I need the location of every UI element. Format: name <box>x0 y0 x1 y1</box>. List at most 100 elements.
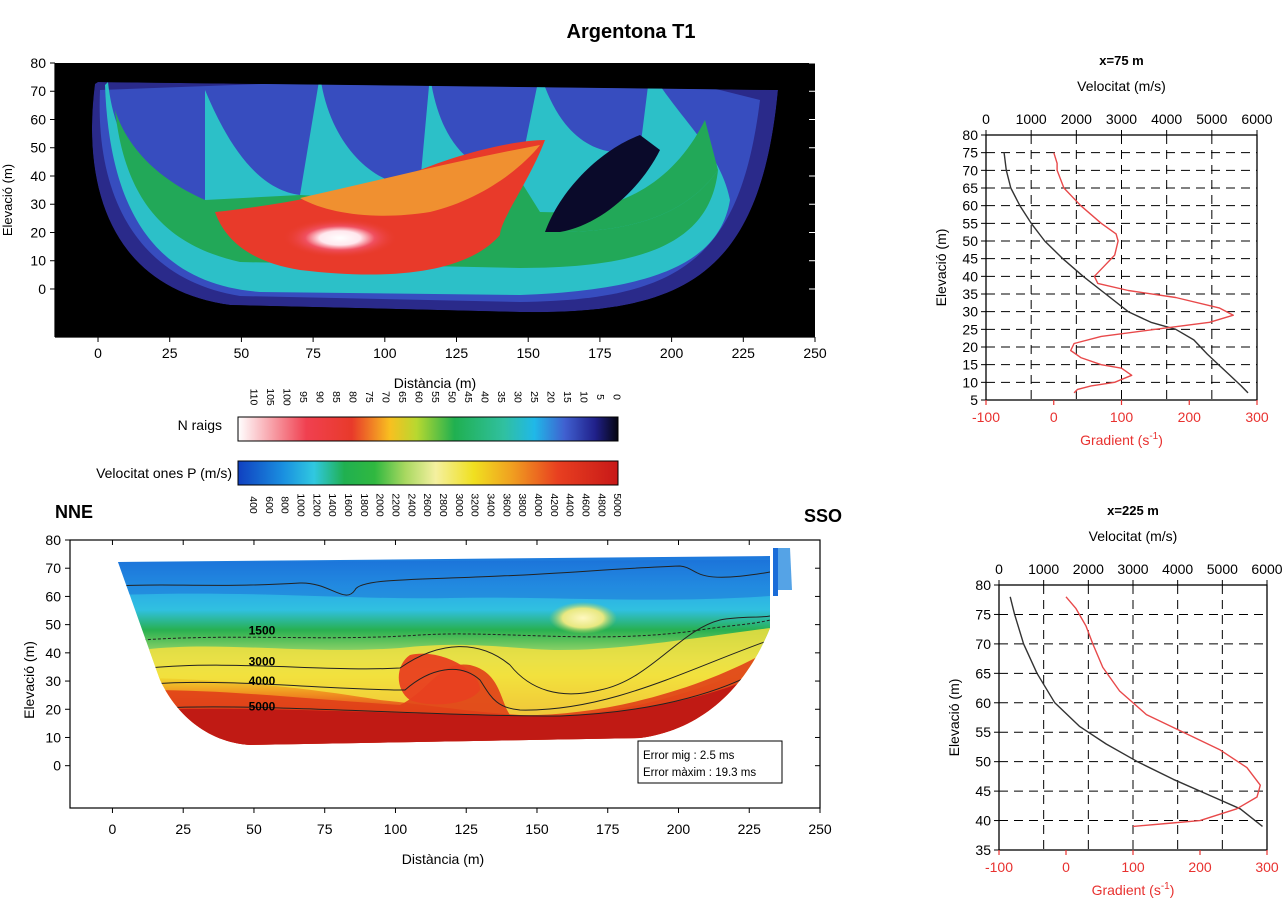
profile-y-tick-label: 65 <box>962 180 978 196</box>
ray-colorbar-tick-label: 30 <box>512 391 524 403</box>
velocity-colorbar-tick-label: 2400 <box>405 493 417 517</box>
ray-y-tick-label: 30 <box>30 196 46 212</box>
velocity-edge-sliver-2 <box>778 548 792 590</box>
ray-x-tick-label: 25 <box>162 345 178 361</box>
profile-y-tick-label: 55 <box>975 724 991 740</box>
velocity-colorbar-tick-label: 2600 <box>421 493 433 517</box>
contour-label: 4000 <box>249 674 276 688</box>
ray-x-tick-label: 75 <box>305 345 321 361</box>
ray-y-tick-label: 10 <box>30 253 46 269</box>
error-legend: Error mig : 2.5 ms Error màxim : 19.3 ms <box>637 740 783 784</box>
velocity-colorbar-ticks: 400 600 800 1000 1200 1400 1600 1800 2000 2200 240… <box>247 493 623 517</box>
contour-label: 1500 <box>249 623 276 637</box>
velocity-colorbar-tick-label: 3200 <box>469 493 481 517</box>
velocity-profile-line <box>1009 596 1263 827</box>
ray-y-tick-label: 70 <box>30 83 46 99</box>
ray-colorbar-tick-label: 75 <box>363 391 375 403</box>
profile-title: x=225 m <box>1107 503 1159 518</box>
profile-y-tick-label: 50 <box>975 754 991 770</box>
profile-top-tick-label: 2000 <box>1073 561 1104 577</box>
profile-y-tick-label: 60 <box>962 198 978 214</box>
ray-y-tick-label: 50 <box>30 140 46 156</box>
ray-colorbar-ramp <box>237 416 619 442</box>
profile-y-tick-label: 10 <box>962 374 978 390</box>
ray-colorbar-tick-label: 55 <box>429 391 441 403</box>
profile-top-tick-label: 0 <box>982 111 990 127</box>
profile-y-tick-label: 35 <box>962 286 978 302</box>
profile-bottom-tick-label: 200 <box>1178 409 1202 425</box>
ray-y-tick-label: 20 <box>30 224 46 240</box>
gradient-profile-line <box>1053 152 1234 394</box>
ray-colorbar-tick-label: 10 <box>578 391 590 403</box>
profile-y-axis-label: Elevació (m) <box>933 229 949 307</box>
profile-bottom-tick-label: -100 <box>972 409 1000 425</box>
velocity-x-tick-label: 200 <box>667 821 691 837</box>
ray-x-tick-label: 250 <box>803 345 827 361</box>
profile-top-tick-label: 4000 <box>1162 561 1193 577</box>
ray-colorbar-tick-label: 0 <box>611 394 623 400</box>
ray-colorbar-tick-label: 45 <box>462 391 474 403</box>
profile-bottom-axis-label: Gradient (s-1) <box>1080 431 1163 448</box>
velocity-y-tick-label: 60 <box>45 588 61 604</box>
profile-top-axis-label: Velocitat (m/s) <box>1077 78 1166 94</box>
ray-y-axis-label: Elevació (m) <box>0 164 15 236</box>
velocity-x-axis-label: Distància (m) <box>402 851 484 867</box>
error-max-text: Error màxim : 19.3 ms <box>643 767 756 779</box>
velocity-x-tick-label: 25 <box>175 821 191 837</box>
contour-label: 3000 <box>249 654 276 668</box>
profile-y-tick-label: 20 <box>962 339 978 355</box>
velocity-y-tick-label: 40 <box>45 645 61 661</box>
velocity-x-tick-label: 0 <box>109 821 117 837</box>
velocity-dark-red-base <box>150 670 770 745</box>
velocity-y-tick-label: 50 <box>45 617 61 633</box>
ray-colorbar-tick-label: 95 <box>297 391 309 403</box>
ray-y-tick-label: 40 <box>30 168 46 184</box>
profile-bottom-tick-label: 100 <box>1121 859 1145 875</box>
ray-x-tick-label: 100 <box>373 345 397 361</box>
ray-x-axis-label: Distància (m) <box>394 375 476 391</box>
velocity-colorbar-tick-label: 1200 <box>310 493 322 517</box>
contour-label: 5000 <box>249 699 276 713</box>
profile-y-tick-label: 30 <box>962 304 978 320</box>
ray-colorbar-tick-label: 100 <box>280 388 292 406</box>
velocity-x-tick-label: 75 <box>317 821 333 837</box>
velocity-colorbar-tick-label: 1600 <box>342 493 354 517</box>
velocity-colorbar-ramp <box>237 460 619 486</box>
ray-colorbar-tick-label: 80 <box>346 391 358 403</box>
velocity-x-tick-label: 250 <box>808 821 832 837</box>
contour-labels: 1500 3000 4000 5000 <box>249 623 276 713</box>
ray-hot-core <box>282 218 398 258</box>
velocity-y-tick-label: 20 <box>45 701 61 717</box>
ray-coverage-plot: 0 25 50 75 100 125 150 175 200 225 250 0 10 20 30 40 50… <box>0 55 827 391</box>
profile-top-tick-label: 1000 <box>1028 561 1059 577</box>
profile-top-tick-label: 1000 <box>1016 111 1047 127</box>
velocity-colorbar-tick-label: 3400 <box>484 493 496 517</box>
ray-y-tick-label: 60 <box>30 111 46 127</box>
velocity-colorbar-tick-label: 600 <box>263 496 275 514</box>
profile-bottom-tick-label: -100 <box>985 859 1013 875</box>
ray-colorbar-tick-label: 105 <box>264 388 276 406</box>
ray-colorbar-tick-label: 40 <box>479 391 491 403</box>
contour-line-top <box>118 565 770 596</box>
velocity-colorbar-tick-label: 1800 <box>358 493 370 517</box>
ray-colorbar-tick-label: 110 <box>247 389 259 406</box>
ray-dark-hole <box>545 135 660 232</box>
ray-colorbar-tick-label: 70 <box>379 391 391 403</box>
ray-x-tick-label: 200 <box>660 345 684 361</box>
profile-y-tick-label: 70 <box>962 162 978 178</box>
velocity-x-tick-label: 175 <box>596 821 620 837</box>
velocity-colorbar-tick-label: 800 <box>279 496 291 514</box>
sso-label: SSO <box>804 506 842 526</box>
velocity-colorbar-tick-label: 4400 <box>564 493 576 517</box>
velocity-x-tick-label: 50 <box>246 821 262 837</box>
profile-y-tick-label: 60 <box>975 695 991 711</box>
ray-colorbar-tick-label: 5 <box>594 394 606 400</box>
velocity-colorbar-tick-label: 3800 <box>516 493 528 517</box>
ray-y-ticks: 0 10 20 30 40 50 60 70 80 <box>30 55 815 297</box>
contour-line-1500 <box>118 619 770 643</box>
ray-colorbar-tick-label: 15 <box>561 391 573 403</box>
velocity-red-lobe <box>398 653 480 705</box>
velocity-x-ticks: 0 25 50 75 100 125 150 175 200 225 250 <box>109 540 832 837</box>
